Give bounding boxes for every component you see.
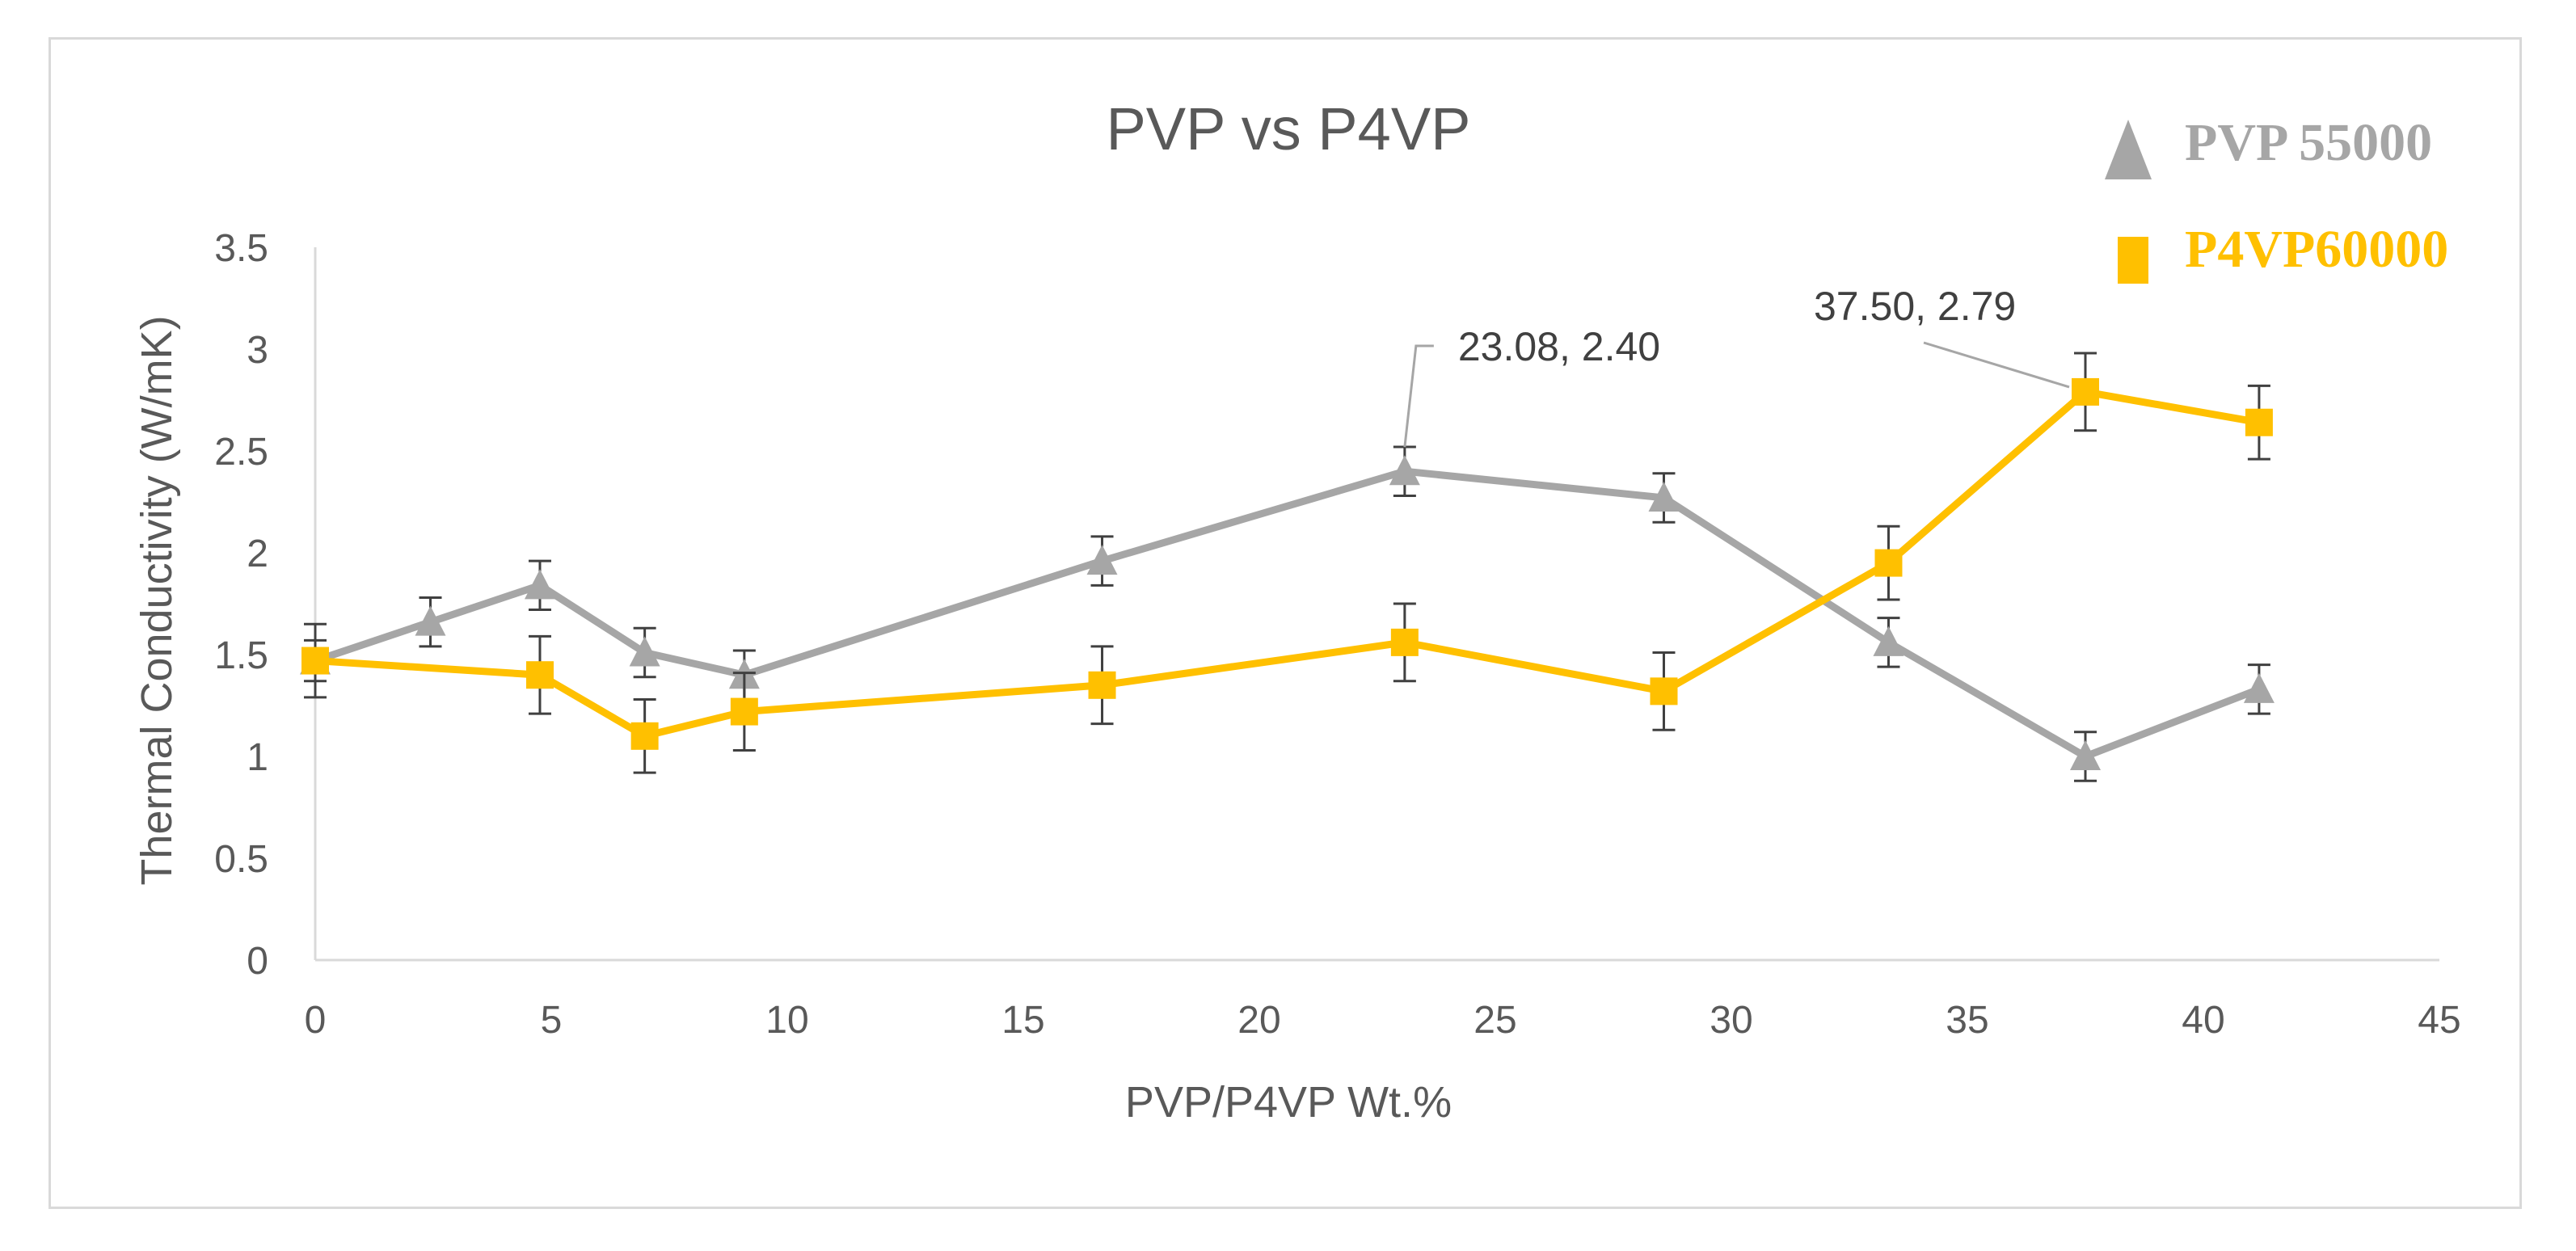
y-axis-label: Thermal Conductivity (W/mK) <box>133 315 181 885</box>
y-tick-label: 2 <box>247 533 268 575</box>
x-tick-label: 30 <box>1710 999 1752 1042</box>
series-pvp <box>300 445 2275 782</box>
data-point-square <box>2072 377 2099 406</box>
legend: PVP 55000 P4VP60000 <box>2105 113 2448 284</box>
data-point-square <box>1650 677 1678 706</box>
y-tick-label: 3 <box>247 329 268 372</box>
data-point-triangle <box>415 605 446 636</box>
data-point-triangle <box>524 569 555 600</box>
chart-frame <box>48 37 2522 1209</box>
x-tick-label: 40 <box>2182 999 2224 1042</box>
x-tick-label: 10 <box>765 999 808 1042</box>
data-point-triangle <box>2070 740 2101 770</box>
legend-label-pvp: PVP 55000 <box>2185 113 2432 172</box>
y-tick-label: 0.5 <box>214 838 268 881</box>
annotation-label: 37.50, 2.79 <box>1814 284 2016 329</box>
x-tick-label: 35 <box>1946 999 1988 1042</box>
x-tick-label: 15 <box>1001 999 1044 1042</box>
series-line <box>314 388 2260 740</box>
y-tick-label: 2.5 <box>214 431 268 474</box>
series-layer <box>300 352 2275 782</box>
data-point-square <box>525 661 554 689</box>
annotation-leader <box>1923 341 2070 389</box>
legend-triangle-icon <box>2105 120 2152 179</box>
axes: 0 0.5 1 1.5 2 2.5 3 3.5 0 5 10 15 20 25 30 35 40 45 <box>214 227 2460 1042</box>
data-point-square <box>301 647 329 675</box>
data-point-square <box>2245 408 2273 436</box>
annotation-leader <box>1403 344 1434 448</box>
data-point-triangle <box>1873 626 1904 656</box>
x-tick-label: 25 <box>1474 999 1516 1042</box>
data-point-triangle <box>1389 455 1420 486</box>
data-point-square <box>1088 671 1116 699</box>
annotation-layer: 23.08, 2.40 37.50, 2.79 <box>1403 284 2070 448</box>
data-point-square <box>1390 628 1419 656</box>
series-p4vp <box>301 352 2273 774</box>
data-point-square <box>730 697 758 726</box>
x-tick-label: 5 <box>541 999 563 1042</box>
data-point-triangle <box>1086 545 1118 575</box>
x-tick-label: 0 <box>305 999 327 1042</box>
chart-title: PVP vs P4VP <box>1106 95 1470 162</box>
x-tick-label: 20 <box>1237 999 1280 1042</box>
y-tick-label: 1 <box>247 736 268 779</box>
data-point-triangle <box>629 636 660 667</box>
data-point-triangle <box>2243 672 2275 703</box>
data-point-triangle <box>1648 481 1680 512</box>
data-point-square <box>630 722 659 750</box>
y-tick-label: 0 <box>247 940 268 983</box>
x-axis-label: PVP/P4VP Wt.% <box>1125 1078 1452 1127</box>
data-point-square <box>1874 549 1903 577</box>
legend-label-p4vp: P4VP60000 <box>2185 220 2448 279</box>
y-tick-label: 1.5 <box>214 634 268 677</box>
annotation-label: 23.08, 2.40 <box>1458 324 1660 369</box>
x-tick-label: 45 <box>2418 999 2460 1042</box>
legend-square-icon <box>2118 237 2148 284</box>
y-tick-label: 3.5 <box>214 227 268 270</box>
